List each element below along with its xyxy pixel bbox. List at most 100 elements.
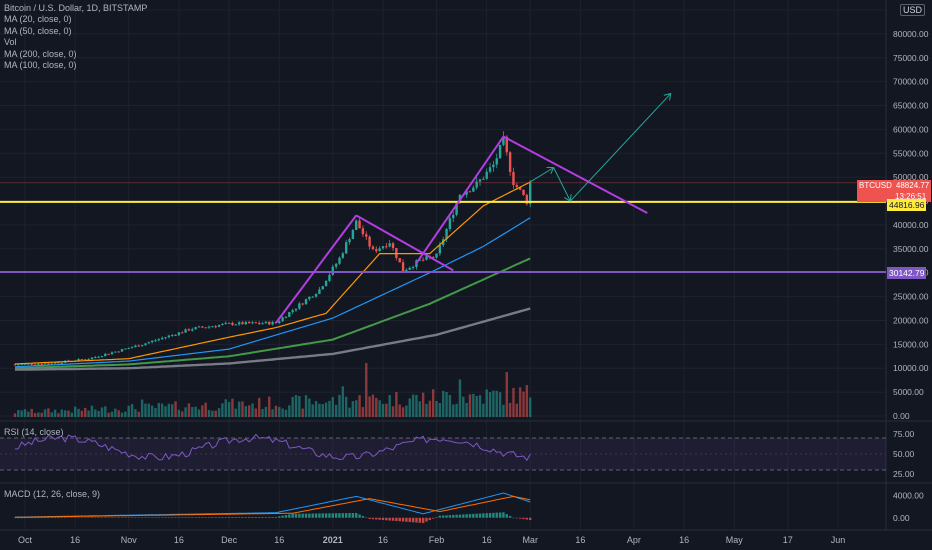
macd-bar <box>257 516 261 518</box>
macd-histogram <box>13 512 532 524</box>
macd-bar <box>338 513 341 518</box>
macd-bar <box>70 517 74 518</box>
volume-bar <box>177 409 181 417</box>
macd-bar <box>27 517 30 519</box>
candle-body <box>465 191 468 195</box>
volume-bar <box>84 407 87 417</box>
volume-bar <box>97 411 100 417</box>
macd-bar <box>355 512 358 518</box>
macd-bar <box>140 517 144 518</box>
symbol-title[interactable]: Bitcoin / U.S. Dollar, 1D, BITSTAMP <box>4 3 148 13</box>
volume-bar <box>351 401 355 417</box>
bar-countdown: 13:26:51 <box>895 192 927 201</box>
macd-bar <box>438 515 442 518</box>
macd-bar <box>294 513 298 518</box>
time-axis-label: Apr <box>627 535 641 545</box>
macd-bar <box>80 517 84 518</box>
candle-body <box>378 248 381 252</box>
candle-body <box>197 326 201 328</box>
macd-bar <box>452 514 455 518</box>
volume-bar <box>431 389 435 417</box>
macd-bar <box>324 513 328 518</box>
macd-bar <box>522 517 525 520</box>
volume-bar <box>271 409 274 417</box>
candle-body <box>331 266 335 275</box>
candle-body <box>468 191 472 193</box>
volume-bar <box>157 402 161 417</box>
rsi-line <box>14 433 531 462</box>
projection-arrow <box>553 167 571 201</box>
trendline <box>355 214 454 272</box>
macd-title[interactable]: MACD (12, 26, close, 9) <box>4 489 101 499</box>
macd-bar <box>405 517 408 522</box>
time-axis-label: May <box>726 535 744 545</box>
volume-bar <box>361 407 365 417</box>
macd-bar <box>425 517 428 522</box>
current-symbol: BTCUSD <box>859 181 892 190</box>
candle-body <box>237 322 241 325</box>
macd-bar <box>117 517 120 518</box>
indicator-ma20-label[interactable]: MA (20, close, 0) <box>4 14 72 25</box>
macd-bar <box>482 513 485 518</box>
macd-bar <box>264 516 268 518</box>
volume-bar <box>288 405 291 417</box>
macd-bar <box>428 517 432 521</box>
rsi-title[interactable]: RSI (14, close) <box>4 427 64 437</box>
macd-bar <box>33 517 37 519</box>
volume-bar <box>117 410 120 417</box>
indicator-ma50-label[interactable]: MA (50, close, 0) <box>4 25 72 36</box>
indicator-ma200-label[interactable]: MA (200, close, 0) <box>4 48 77 59</box>
indicator-volume-label[interactable]: Vol <box>4 37 17 48</box>
volume-bar <box>23 409 27 417</box>
volume-bar <box>237 401 241 417</box>
volume-bar <box>281 408 284 417</box>
volume-bar <box>438 403 442 417</box>
candle-body <box>247 321 251 324</box>
volume-bar <box>214 410 217 417</box>
candle-body <box>264 321 268 324</box>
price-axis-label: 20000.00 <box>893 315 929 325</box>
volume-bar <box>40 412 43 417</box>
macd-bar <box>23 517 27 519</box>
candle-body <box>425 256 428 260</box>
macd-bar <box>40 517 43 519</box>
candle-body <box>137 345 140 347</box>
time-axis-label: Nov <box>121 535 138 545</box>
macd-bar <box>475 513 478 518</box>
macd-bar <box>50 517 53 519</box>
support-level-tag: 44816.96 <box>887 199 927 211</box>
candle-body <box>184 329 187 333</box>
candle-body <box>60 362 64 364</box>
currency-badge[interactable]: USD <box>900 4 926 16</box>
candle-body <box>231 322 234 325</box>
volume-bar <box>398 404 401 417</box>
volume-bar <box>60 409 64 417</box>
indicator-ma100-label[interactable]: MA (100, close, 0) <box>4 60 77 71</box>
volume-bar <box>505 372 508 417</box>
candle-body <box>84 359 87 361</box>
time-axis-label: 17 <box>783 535 793 545</box>
time-axis-label: 16 <box>679 535 689 545</box>
macd-bar <box>57 517 60 519</box>
volume-bar <box>107 412 110 417</box>
macd-bar <box>167 517 171 518</box>
volume-bar <box>421 392 425 417</box>
candle-body <box>268 321 271 325</box>
volume-bar <box>371 394 375 417</box>
volume-bar <box>217 408 221 417</box>
candle-body <box>324 280 328 287</box>
candle-body <box>438 245 442 254</box>
candle-body <box>211 326 214 328</box>
volume-bar <box>77 408 80 417</box>
volume-bar <box>94 409 97 417</box>
macd-bar <box>391 517 395 521</box>
candle-body <box>455 202 458 215</box>
macd-bar <box>181 517 184 518</box>
macd-bar <box>194 517 197 518</box>
candle-body <box>291 310 294 313</box>
macd-bar <box>268 516 271 518</box>
candle-body <box>472 187 475 192</box>
candle-body <box>355 220 358 231</box>
volume-bar <box>294 394 298 417</box>
